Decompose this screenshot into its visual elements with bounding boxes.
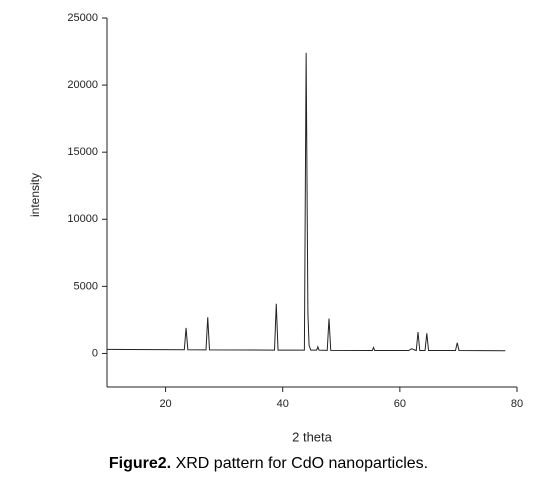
y-tick-label: 0 xyxy=(92,347,98,359)
x-tick-label: 60 xyxy=(394,398,406,410)
chart: 2 theta intensity 0 5000 10000 15000 20000 25… xyxy=(28,12,523,445)
caption-text: XRD pattern for CdO nanoparticles. xyxy=(175,455,429,472)
y-tick-label: 15000 xyxy=(67,146,98,158)
x-axis-label: 2 theta xyxy=(292,429,333,444)
caption: Figure2. XRD pattern for CdO nanoparticl… xyxy=(0,455,537,473)
y-tick-label: 20000 xyxy=(67,79,98,91)
caption-label: Figure2. xyxy=(108,455,172,472)
y-axis-label: intensity xyxy=(28,173,42,217)
y-tick-label: 25000 xyxy=(67,12,98,24)
x-tick-label: 80 xyxy=(511,398,523,410)
x-tick-label: 40 xyxy=(277,398,289,410)
x-tick-label: 20 xyxy=(159,398,171,410)
y-tick-label: 10000 xyxy=(67,213,98,225)
y-tick-label: 5000 xyxy=(74,280,98,292)
data-line xyxy=(106,52,506,352)
